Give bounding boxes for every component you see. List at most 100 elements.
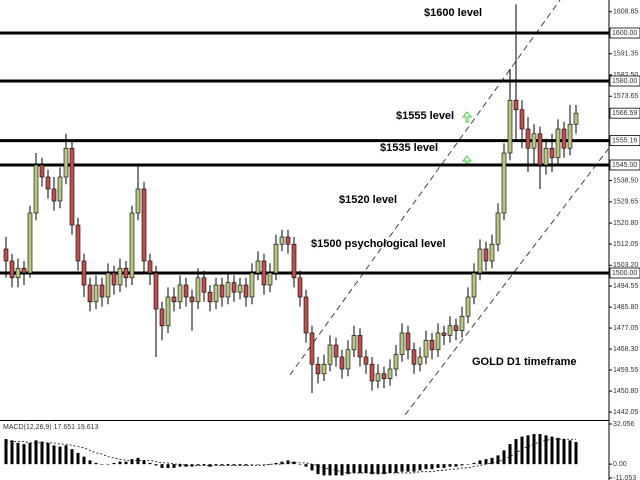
candle-body bbox=[87, 284, 93, 303]
candle-body bbox=[219, 284, 225, 298]
y-tick-label: 1520.80 bbox=[613, 220, 638, 227]
y-tick-label: 1503.20 bbox=[613, 262, 638, 269]
macd-bar bbox=[364, 464, 368, 473]
candle-body bbox=[345, 349, 351, 370]
macd-bar bbox=[502, 450, 506, 465]
macd-tick-label: 0.00 bbox=[613, 461, 627, 468]
candle-body bbox=[207, 291, 213, 303]
candle-body bbox=[339, 356, 345, 370]
macd-bar bbox=[496, 455, 500, 465]
level-label-box bbox=[609, 159, 640, 171]
macd-bar bbox=[262, 464, 266, 465]
candle-body bbox=[291, 243, 297, 279]
level-label-box bbox=[609, 27, 640, 39]
macd-bar bbox=[334, 464, 338, 476]
chart-title: GOLD D1 timeframe bbox=[472, 356, 577, 368]
candle-body bbox=[225, 282, 231, 298]
macd-bar bbox=[412, 464, 416, 472]
macd-bar bbox=[430, 464, 434, 470]
macd-bar bbox=[514, 439, 518, 465]
macd-bar bbox=[478, 460, 482, 465]
macd-bar bbox=[304, 464, 308, 467]
macd-bar bbox=[490, 457, 494, 465]
macd-bar bbox=[52, 445, 56, 465]
macd-tick-label: 32.056 bbox=[613, 421, 635, 428]
candle-body bbox=[363, 356, 369, 365]
candle-body bbox=[417, 356, 423, 365]
macd-bar bbox=[298, 464, 302, 465]
macd-bar bbox=[442, 464, 446, 468]
candle-body bbox=[489, 243, 495, 262]
y-tick-label: 1494.55 bbox=[613, 283, 638, 290]
macd-bar bbox=[550, 436, 554, 465]
y-tick-label: 1512.05 bbox=[613, 241, 638, 248]
macd-bar bbox=[208, 464, 212, 467]
candle-body bbox=[483, 248, 489, 262]
y-tick-label: 1582.50 bbox=[613, 72, 638, 79]
candle-body bbox=[27, 212, 33, 274]
macd-bar bbox=[10, 440, 14, 465]
macd-bar bbox=[310, 464, 314, 471]
macd-bar bbox=[484, 459, 488, 465]
macd-bar bbox=[220, 464, 224, 466]
candle-body bbox=[201, 277, 207, 293]
macd-bar bbox=[130, 459, 134, 465]
y-tick-label: 1468.30 bbox=[613, 346, 638, 353]
macd-bar bbox=[562, 439, 566, 465]
candle-body bbox=[411, 349, 417, 365]
macd-bar bbox=[532, 434, 536, 465]
annotation: $1520 level bbox=[339, 194, 397, 206]
candle-body bbox=[399, 332, 405, 355]
candle-body bbox=[123, 267, 129, 279]
macd-bar bbox=[322, 464, 326, 476]
macd-bar bbox=[418, 464, 422, 471]
candle-body bbox=[501, 152, 507, 214]
macd-bar bbox=[232, 464, 236, 466]
channel-lower bbox=[404, 147, 610, 416]
macd-bar bbox=[538, 434, 542, 465]
candle-body bbox=[63, 147, 69, 178]
y-tick-label: 1538.50 bbox=[613, 177, 638, 184]
macd-bar bbox=[268, 464, 272, 465]
macd-bar bbox=[292, 461, 296, 465]
candle-body bbox=[429, 339, 435, 351]
macd-bar bbox=[34, 440, 38, 465]
macd-bar bbox=[136, 457, 140, 465]
macd-bar bbox=[124, 461, 128, 465]
candle-body bbox=[405, 332, 411, 351]
candle-body bbox=[147, 260, 153, 274]
candle-body bbox=[525, 128, 531, 149]
candle-body bbox=[315, 363, 321, 375]
macd-bar bbox=[172, 464, 176, 468]
macd-bar bbox=[40, 441, 44, 465]
candle-body bbox=[99, 284, 105, 298]
candle-body bbox=[351, 335, 357, 351]
y-tick-label: 1477.05 bbox=[613, 325, 638, 332]
macd-bar bbox=[376, 464, 380, 475]
candle-body bbox=[435, 332, 441, 351]
level-label: 1580.00 bbox=[612, 78, 637, 85]
macd-bar bbox=[382, 464, 386, 475]
candle-body bbox=[567, 123, 573, 149]
macd-bar bbox=[448, 464, 452, 467]
level-label-box bbox=[609, 135, 640, 147]
candle-body bbox=[249, 272, 255, 298]
macd-bar bbox=[406, 464, 410, 472]
candle-body bbox=[441, 332, 447, 336]
candle-body bbox=[33, 164, 39, 214]
macd-bar bbox=[274, 462, 278, 465]
candle-body bbox=[195, 277, 201, 303]
macd-bar bbox=[460, 464, 464, 466]
candle-body bbox=[261, 260, 267, 286]
macd-bar bbox=[352, 464, 356, 473]
macd-bar bbox=[118, 461, 122, 465]
candle-body bbox=[135, 188, 141, 214]
macd-label-part: 17.651 bbox=[54, 424, 76, 431]
macd-bar bbox=[82, 456, 86, 465]
macd-bar bbox=[148, 462, 152, 465]
candle-body bbox=[273, 243, 279, 274]
macd-bar bbox=[454, 464, 458, 467]
candle-body bbox=[309, 332, 315, 365]
candle-body bbox=[495, 212, 501, 245]
